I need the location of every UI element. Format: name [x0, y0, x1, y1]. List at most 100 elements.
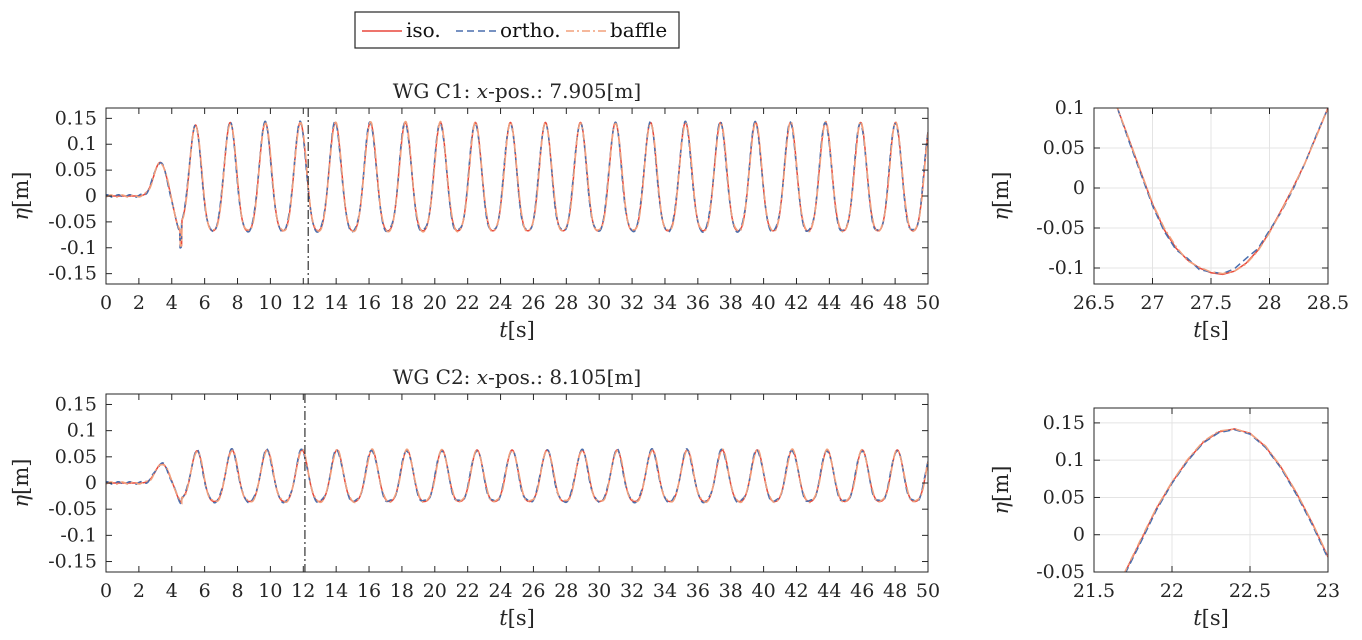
- x-tick-label: 22: [1160, 580, 1184, 602]
- x-tick-label: 48: [883, 580, 907, 602]
- y-tick-label: -0.05: [1036, 561, 1085, 583]
- chart-title: WG C2: x-pos.: 8.105[m]: [393, 365, 641, 389]
- y-axis-label: η[m]: [989, 466, 1013, 515]
- x-tick-label: 2: [133, 292, 145, 314]
- x-tick-label: 24: [488, 580, 512, 602]
- x-tick-label: 0: [100, 580, 112, 602]
- series-group: [106, 447, 928, 506]
- x-axis-label: t[s]: [1193, 606, 1229, 630]
- x-tick-label: 20: [423, 292, 447, 314]
- x-tick-label: 4: [166, 580, 178, 602]
- x-tick-label: 6: [199, 292, 211, 314]
- chart-panel-4: 21.5 22 22.5 23 0.15 0.1 0.05 0 -0.05 t[s] η[m]: [989, 407, 1340, 630]
- y-tick-label: 0.15: [1043, 412, 1085, 434]
- x-tick-label: 40: [752, 580, 776, 602]
- legend: iso. ortho. baffle: [354, 11, 680, 49]
- x-tick-label: 50: [916, 292, 940, 314]
- series-line-baffle: [106, 120, 928, 247]
- x-tick-label: 46: [850, 292, 874, 314]
- x-tick-label: 38: [719, 292, 743, 314]
- y-tick-label: -0.05: [48, 211, 97, 233]
- x-tick-label: 10: [258, 580, 282, 602]
- series-group: [1123, 428, 1328, 572]
- y-tick-label: -0.1: [1048, 257, 1085, 279]
- x-tick-label: 27.5: [1190, 292, 1232, 314]
- x-tick-label: 40: [752, 292, 776, 314]
- x-tick-label: 0: [100, 292, 112, 314]
- y-axis-label: η[m]: [9, 172, 33, 221]
- x-tick-label: 36: [686, 580, 710, 602]
- axes-box: [105, 393, 929, 573]
- series-line-baffle: [1116, 108, 1328, 275]
- legend-label-iso: iso.: [406, 18, 441, 42]
- x-tick-label: 44: [817, 580, 841, 602]
- x-tick-label: 14: [324, 580, 348, 602]
- x-tick-label: 8: [231, 292, 243, 314]
- y-tick-label: 0.05: [1043, 486, 1085, 508]
- y-tick-label: -0.05: [48, 498, 97, 520]
- y-axis-label: η[m]: [9, 459, 33, 508]
- x-tick-label: 20: [423, 580, 447, 602]
- x-tick-label: 22: [456, 580, 480, 602]
- y-tick-label: 0.1: [67, 133, 97, 155]
- y-tick-label: 0.15: [55, 107, 97, 129]
- x-tick-label: 28.5: [1307, 292, 1349, 314]
- y-tick-label: 0.15: [55, 393, 97, 415]
- series-line-baffle: [106, 448, 928, 505]
- x-tick-label: 48: [883, 292, 907, 314]
- y-tick-label: 0.05: [55, 446, 97, 468]
- series-line-iso: [1124, 428, 1328, 572]
- y-tick-label: 0.1: [1055, 449, 1085, 471]
- x-tick-label: 22: [456, 292, 480, 314]
- x-tick-label: 27: [1140, 292, 1164, 314]
- x-tick-label: 16: [357, 580, 381, 602]
- x-tick-label: 44: [817, 292, 841, 314]
- chart-panel-2: 26.5 27 27.5 28 28.5 0.1 0.05 0 -0.05 -0.1 t[s] η[m…: [989, 97, 1349, 342]
- x-tick-label: 16: [357, 292, 381, 314]
- legend-label-baffle: baffle: [610, 18, 667, 42]
- x-tick-label: 28: [554, 292, 578, 314]
- x-tick-label: 2: [133, 580, 145, 602]
- x-tick-label: 4: [166, 292, 178, 314]
- x-tick-label: 38: [719, 580, 743, 602]
- x-tick-label: 30: [587, 292, 611, 314]
- chart-panel-1: 0 2 4 6 8 10 12 14 16 18 20 22 24 26 28 30 32 34 36 38 40 42 4…: [9, 79, 940, 342]
- y-tick-label: -0.15: [48, 263, 97, 285]
- y-tick-label: 0: [1073, 524, 1085, 546]
- x-tick-label: 28: [554, 580, 578, 602]
- x-tick-label: 42: [784, 580, 808, 602]
- x-tick-label: 32: [620, 292, 644, 314]
- chart-title: WG C1: x-pos.: 7.905[m]: [393, 79, 641, 103]
- y-tick-label: -0.15: [48, 551, 97, 573]
- y-axis-label: η[m]: [989, 172, 1013, 221]
- axes-box: [105, 107, 929, 285]
- x-tick-label: 6: [199, 580, 211, 602]
- y-tick-label: 0.05: [1043, 137, 1085, 159]
- y-tick-label: 0: [85, 472, 97, 494]
- x-tick-label: 34: [653, 580, 677, 602]
- y-tick-label: 0.1: [1055, 97, 1085, 119]
- series-line-baffle: [1123, 428, 1328, 572]
- y-tick-label: -0.1: [60, 237, 97, 259]
- axes-box: [1093, 407, 1329, 573]
- y-tick-label: 0.05: [55, 159, 97, 181]
- series-group: [106, 120, 928, 249]
- series-group: [1116, 108, 1328, 276]
- x-axis-label: t[s]: [499, 318, 535, 342]
- y-tick-label: 0.1: [67, 420, 97, 442]
- panels: 0 2 4 6 8 10 12 14 16 18 20 22 24 26 28 30 32 34 36 38 40 42 4…: [9, 79, 1349, 630]
- x-tick-label: 26: [521, 292, 545, 314]
- y-tick-label: 0: [85, 185, 97, 207]
- x-tick-label: 22.5: [1229, 580, 1271, 602]
- x-tick-label: 14: [324, 292, 348, 314]
- x-tick-label: 26.5: [1073, 292, 1115, 314]
- x-tick-label: 12: [291, 580, 315, 602]
- x-tick-label: 10: [258, 292, 282, 314]
- x-axis-label: t[s]: [499, 606, 535, 630]
- chart-panel-3: 0 2 4 6 8 10 12 14 16 18 20 22 24 26 28 30 32 34 36 38 40 42 4…: [9, 365, 940, 630]
- series-line-ortho: [1125, 428, 1328, 572]
- x-axis-label: t[s]: [1193, 318, 1229, 342]
- x-tick-label: 26: [521, 580, 545, 602]
- x-tick-label: 18: [390, 580, 414, 602]
